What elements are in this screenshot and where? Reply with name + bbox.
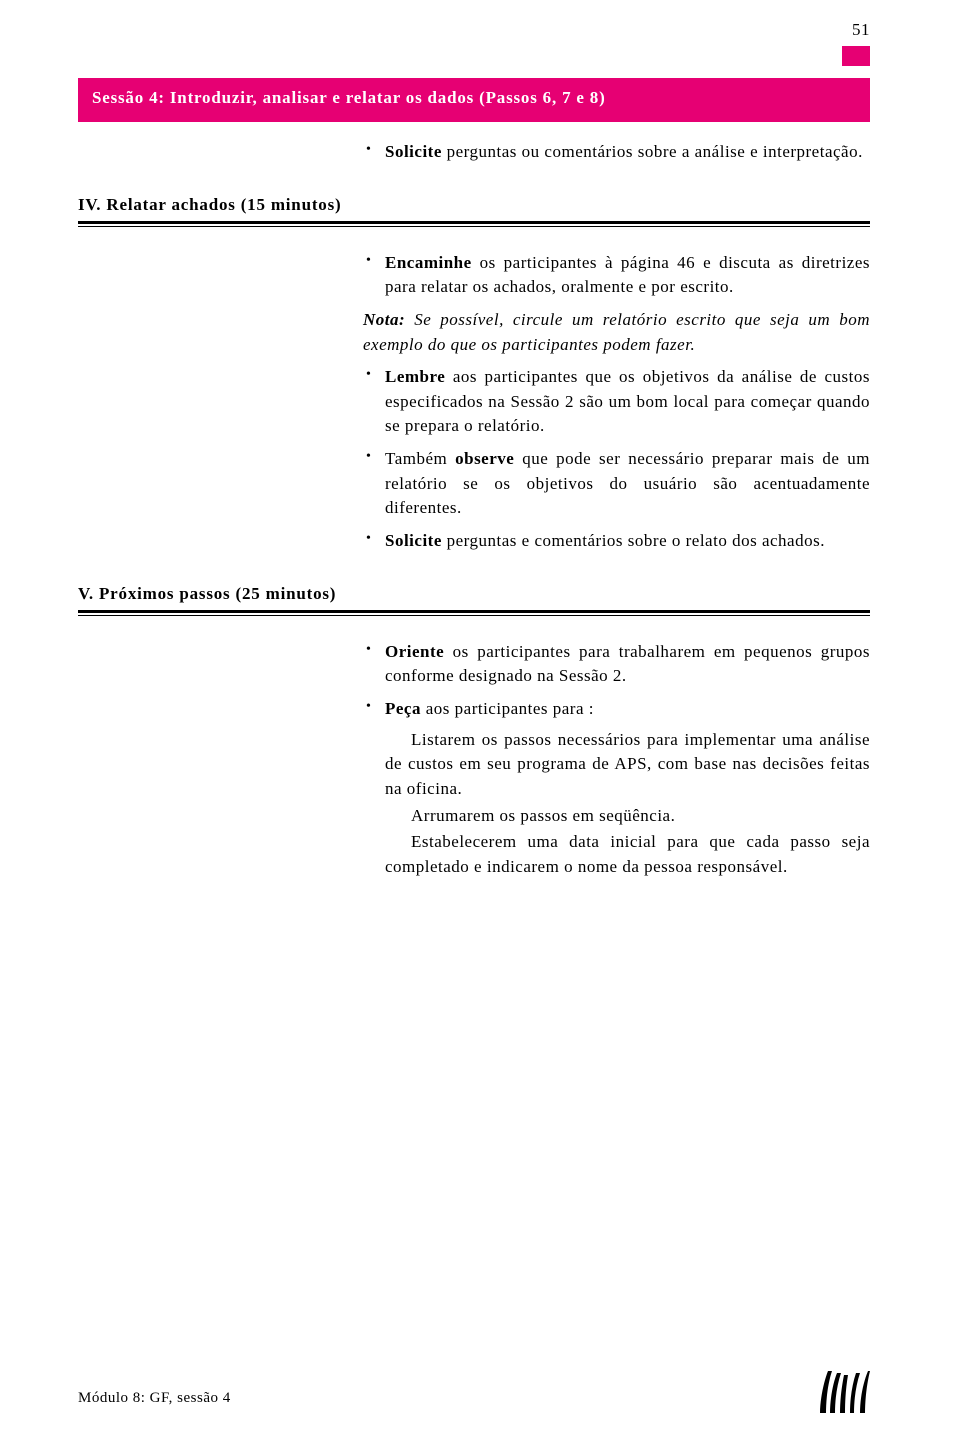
iv-note: Nota: Se possível, circule um relatório … [363, 308, 870, 357]
iv-note-text: Se possível, circule um relatório escrit… [363, 310, 870, 354]
v-sub-3: Estabelecerem uma data inicial para que … [385, 830, 870, 879]
main-content: Solicite perguntas ou comentários sobre … [78, 140, 870, 887]
footer-text: Módulo 8: GF, sessão 4 [78, 1390, 870, 1407]
section-iv-heading: IV. Relatar achados (15 minutos) [78, 195, 870, 215]
v-bullet-1-text: os participantes para trabalharem em peq… [385, 642, 870, 686]
intro-bullet-text: perguntas ou comentários sobre a análise… [447, 142, 863, 161]
session-banner: Sessão 4: Introduzir, analisar e relatar… [78, 78, 870, 122]
v-bullet-2: Peça aos participantes para : Listarem o… [363, 697, 870, 879]
iv-bullet-2-prefix: Lembre [385, 367, 445, 386]
page-number: 51 [852, 20, 870, 40]
iv-bullet-2: Lembre aos participantes que os objetivo… [363, 365, 870, 439]
intro-bullet-prefix: Solicite [385, 142, 442, 161]
iv-bullet-3-pre: Também [385, 449, 455, 468]
section-v-heading: V. Próximos passos (25 minutos) [78, 584, 870, 604]
section-iv-rule [78, 221, 870, 227]
iv-bullet-4-prefix: Solicite [385, 531, 442, 550]
v-sub-2: Arrumarem os passos em seqüência. [385, 804, 870, 829]
iv-bullet-2-text: aos participantes que os objetivos da an… [385, 367, 870, 435]
v-sub-1: Listarem os passos necessários para impl… [385, 728, 870, 802]
iv-bullet-3-bold: observe [455, 449, 514, 468]
header-accent-bar [842, 46, 870, 66]
footer-logo-icon [818, 1369, 870, 1413]
iv-note-label: Nota: [363, 310, 405, 329]
intro-bullet: Solicite perguntas ou comentários sobre … [363, 140, 870, 165]
v-bullet-1-prefix: Oriente [385, 642, 444, 661]
v-bullet-2-prefix: Peça [385, 699, 421, 718]
iv-bullet-1-prefix: Encaminhe [385, 253, 472, 272]
iv-bullet-4: Solicite perguntas e comentários sobre o… [363, 529, 870, 554]
section-v-rule [78, 610, 870, 616]
v-bullet-2-text: aos participantes para : [426, 699, 594, 718]
iv-bullet-4-text: perguntas e comentários sobre o relato d… [447, 531, 825, 550]
v-bullet-2-sublines: Listarem os passos necessários para impl… [385, 728, 870, 880]
iv-bullet-3: Também observe que pode ser necessário p… [363, 447, 870, 521]
v-bullet-1: Oriente os participantes para trabalhare… [363, 640, 870, 689]
iv-bullet-1: Encaminhe os participantes à página 46 e… [363, 251, 870, 300]
